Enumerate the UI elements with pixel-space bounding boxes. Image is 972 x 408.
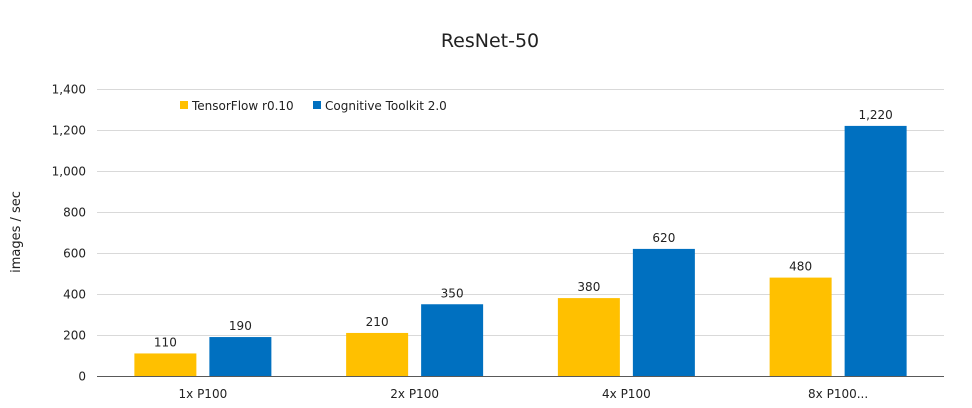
- y-tick-label: 1,200: [52, 124, 86, 138]
- data-label: 480: [789, 260, 812, 274]
- legend: TensorFlow r0.10 Cognitive Toolkit 2.0: [180, 99, 447, 113]
- y-axis-label: images / sec: [9, 191, 24, 273]
- y-tick-label: 200: [63, 329, 86, 343]
- data-label: 1,220: [858, 108, 892, 122]
- x-tick-label: 4x P100: [602, 387, 651, 401]
- data-label: 350: [441, 286, 464, 300]
- x-tick-label: 8x P100...: [808, 387, 868, 401]
- bar: [769, 277, 832, 376]
- data-label: 110: [154, 335, 177, 349]
- gridlines: [97, 89, 944, 336]
- y-tick-label: 0: [78, 370, 86, 384]
- x-axis-ticks: 1x P100 2x P100 4x P100 8x P100...: [179, 387, 869, 401]
- data-label: 190: [229, 319, 252, 333]
- y-tick-label: 600: [63, 247, 86, 261]
- chart-title: ResNet-50: [441, 30, 539, 52]
- bars: [134, 125, 907, 377]
- bar: [844, 125, 907, 377]
- legend-label: Cognitive Toolkit 2.0: [325, 99, 447, 113]
- data-label: 380: [577, 280, 600, 294]
- bar: [557, 298, 620, 376]
- y-tick-label: 1,000: [52, 165, 86, 179]
- y-axis-ticks: 0 200 400 600 800 1,000 1,200 1,400: [52, 83, 86, 384]
- x-tick-label: 2x P100: [390, 387, 439, 401]
- y-tick-label: 800: [63, 206, 86, 220]
- data-label: 620: [652, 231, 675, 245]
- bar: [134, 353, 197, 376]
- legend-swatch: [313, 101, 321, 109]
- x-tick-label: 1x P100: [179, 387, 228, 401]
- data-label: 210: [366, 315, 389, 329]
- bar: [421, 304, 484, 376]
- bar: [209, 337, 272, 376]
- y-tick-label: 1,400: [52, 83, 86, 97]
- legend-swatch: [180, 101, 188, 109]
- bar: [632, 248, 695, 376]
- data-labels: 110 190 210 350 380 620 480 1,220: [154, 108, 893, 350]
- legend-label: TensorFlow r0.10: [191, 99, 294, 113]
- y-tick-label: 400: [63, 288, 86, 302]
- bar: [346, 332, 409, 376]
